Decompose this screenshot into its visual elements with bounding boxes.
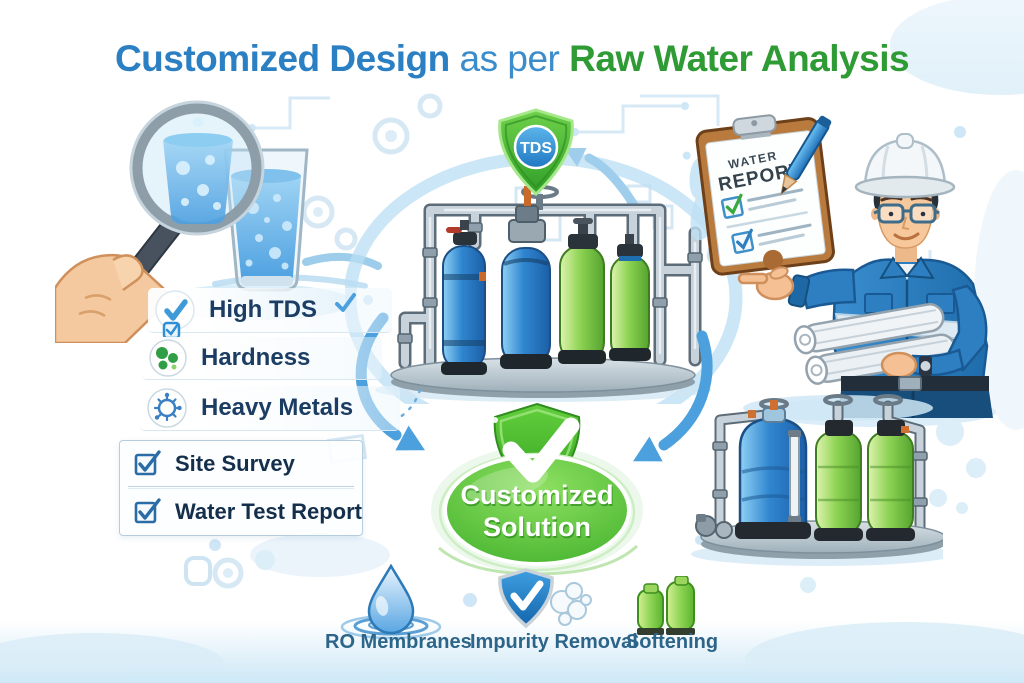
tank-green-2 [866,420,915,541]
water-drop-icon [340,564,442,640]
water-report-clipboard: WATER REPORT [682,114,835,276]
magnifying-glass-icon [119,100,265,291]
label-impurity-removal: Impurity Removal [470,631,638,653]
label-softening: Softening [625,631,719,653]
badge-line1-shadow: Customized [461,482,614,512]
checkbox-checked-icon [134,450,161,476]
bubbles-cluster-icon [550,582,592,626]
pointing-finger [737,272,769,285]
title-connector-text: as per [449,38,570,79]
checklist-label: Hardness [201,344,311,371]
hand-icon [55,253,168,343]
belt-buckle [898,376,922,391]
shield-check-icon [498,568,592,629]
customized-solution-badge: Customized Customized Solution Solution [431,402,643,576]
pump-icon [695,514,733,539]
badge-line2: Solution [483,512,591,542]
engineer-illustration [737,133,993,418]
hard-hat-icon [854,133,956,199]
tank-green-1 [558,218,606,364]
report-checkbox-rows [720,188,812,254]
bottom-gradient-band [0,621,1024,683]
tank-green-2 [609,234,651,361]
survey-label: Water Test Report [174,498,362,524]
checklist-label: Heavy Metals [201,394,354,421]
survey-row-water-test-report: Water Test Report [120,489,362,534]
survey-row-site-survey: Site Survey [120,441,362,486]
tank-green-1 [814,420,863,541]
tank-blue-1 [441,220,487,375]
pipework [714,400,926,538]
tds-label: TDS [520,140,552,157]
checklist-row-heavy-metals: Heavy Metals [140,386,400,431]
checklist-label: High TDS [209,296,317,323]
badge-line1: Customized [460,480,613,510]
divider [128,486,354,489]
tank-blue-wide [735,400,811,539]
badge-check-icon [502,417,580,483]
heavy-metals-icon [147,388,187,428]
holding-arm [880,284,988,379]
label-ro-membranes: RO Membranes [325,631,472,653]
pointing-arm [737,266,857,310]
title-blue-text: Customized Design [114,38,450,79]
pen-icon [780,115,832,196]
tds-shield-badge: TDS [498,108,574,197]
title-green-text: Raw Water Analysis [569,38,910,79]
softener-tanks-icon [637,576,695,635]
tank-blue-2 [500,186,552,369]
survey-label: Site Survey [175,450,295,476]
water-analysis-scene [55,100,309,343]
checkbox-checked-icon [134,498,161,524]
page-title: Customized Design as per Raw Water Analy… [0,38,1024,80]
pipe-flanges [397,222,703,344]
hardness-dots-icon [149,339,187,377]
survey-checklist-box: Site Survey Water Test Report [119,440,363,536]
small-check-icon [335,293,356,312]
badge-line2-shadow: Solution [484,514,592,544]
solution-treatment-system [691,394,943,566]
checklist-row-hardness: Hardness [142,337,382,380]
